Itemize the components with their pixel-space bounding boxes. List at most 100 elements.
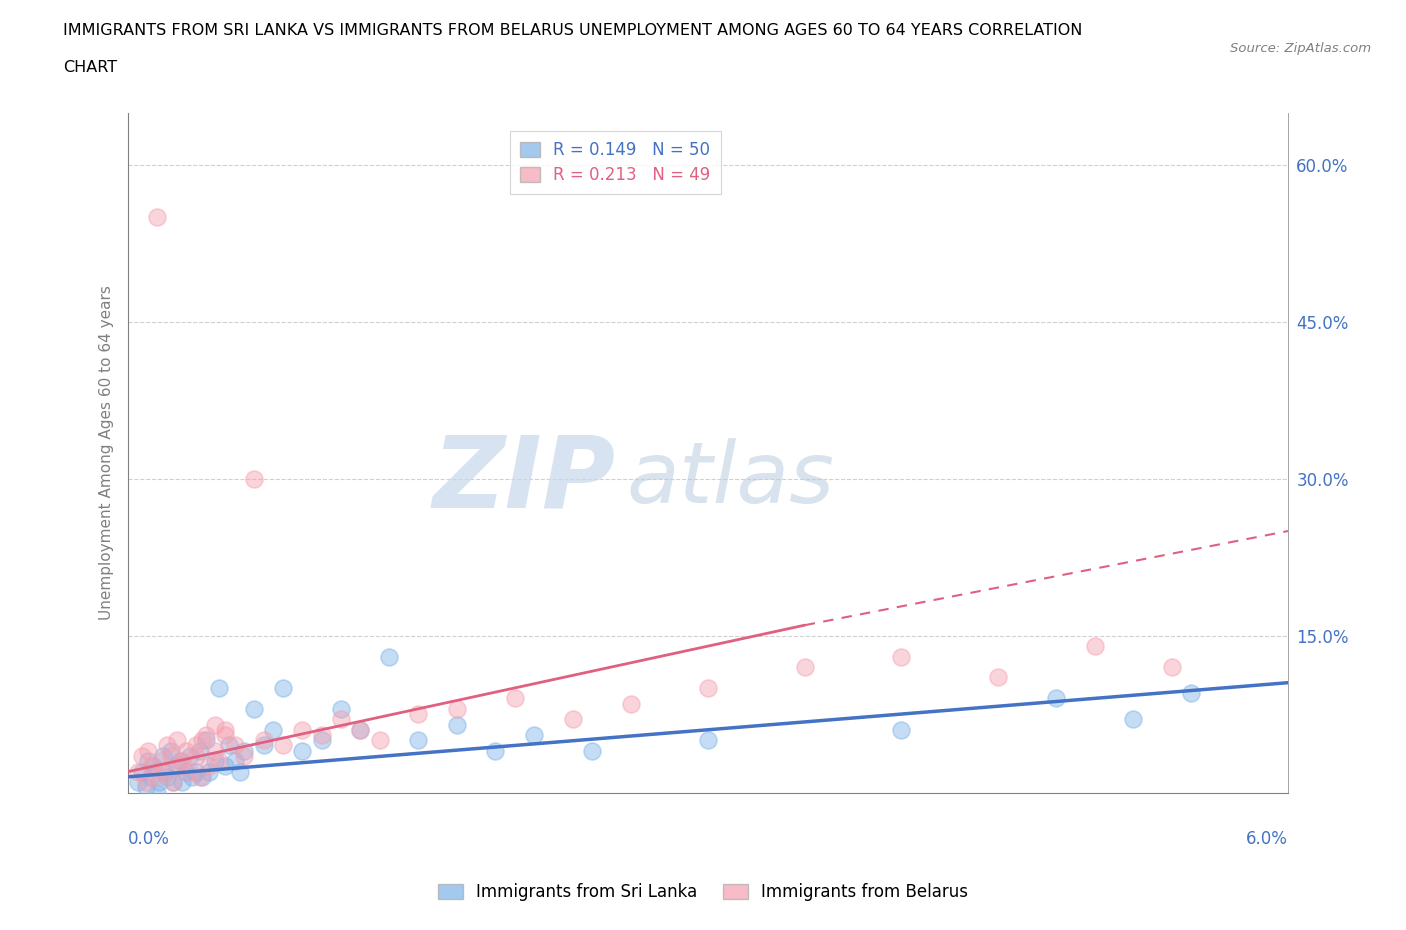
Point bbox=[233, 749, 256, 764]
Text: Source: ZipAtlas.com: Source: ZipAtlas.com bbox=[1230, 42, 1371, 55]
Point bbox=[166, 733, 188, 748]
Legend: R = 0.149   N = 50, R = 0.213   N = 49: R = 0.149 N = 50, R = 0.213 N = 49 bbox=[510, 131, 721, 193]
Point bbox=[204, 753, 226, 768]
Point bbox=[174, 764, 197, 779]
Point bbox=[184, 764, 207, 779]
Point bbox=[162, 775, 184, 790]
Point bbox=[987, 670, 1010, 684]
Point bbox=[890, 649, 912, 664]
Point bbox=[127, 764, 149, 779]
Point bbox=[159, 749, 181, 764]
Point bbox=[127, 775, 149, 790]
Point bbox=[204, 743, 226, 758]
Point bbox=[162, 775, 184, 790]
Point bbox=[252, 738, 274, 753]
Point bbox=[523, 727, 546, 742]
Point bbox=[1084, 639, 1107, 654]
Point bbox=[135, 780, 157, 795]
Legend: Immigrants from Sri Lanka, Immigrants from Belarus: Immigrants from Sri Lanka, Immigrants fr… bbox=[432, 876, 974, 908]
Point bbox=[406, 733, 429, 748]
Point bbox=[484, 743, 506, 758]
Point bbox=[150, 753, 173, 768]
Point bbox=[194, 727, 217, 742]
Point bbox=[311, 733, 333, 748]
Point bbox=[179, 749, 201, 764]
Point bbox=[152, 749, 174, 764]
Point bbox=[179, 764, 201, 779]
Point bbox=[208, 753, 231, 768]
Point bbox=[198, 759, 221, 774]
Text: ZIP: ZIP bbox=[432, 432, 616, 528]
Point bbox=[349, 723, 371, 737]
Point bbox=[218, 738, 240, 753]
Text: CHART: CHART bbox=[63, 60, 117, 75]
Point bbox=[142, 759, 165, 774]
Point bbox=[697, 681, 720, 696]
Text: 6.0%: 6.0% bbox=[1246, 830, 1288, 848]
Point bbox=[188, 769, 211, 784]
Point bbox=[136, 743, 159, 758]
Point bbox=[229, 764, 252, 779]
Point bbox=[204, 717, 226, 732]
Point bbox=[503, 691, 526, 706]
Point bbox=[146, 785, 169, 800]
Point bbox=[233, 743, 256, 758]
Point bbox=[1161, 659, 1184, 674]
Point bbox=[1180, 685, 1202, 700]
Point bbox=[406, 707, 429, 722]
Point bbox=[194, 733, 217, 748]
Point bbox=[262, 723, 284, 737]
Point bbox=[252, 733, 274, 748]
Point bbox=[188, 743, 211, 758]
Point bbox=[291, 723, 314, 737]
Point bbox=[169, 759, 191, 774]
Point bbox=[131, 749, 153, 764]
Point bbox=[143, 769, 166, 784]
Point bbox=[329, 711, 352, 726]
Point bbox=[224, 753, 246, 768]
Text: 0.0%: 0.0% bbox=[128, 830, 170, 848]
Point bbox=[1122, 711, 1144, 726]
Point bbox=[697, 733, 720, 748]
Point bbox=[136, 753, 159, 768]
Point bbox=[198, 764, 221, 779]
Point bbox=[446, 701, 468, 716]
Point bbox=[561, 711, 583, 726]
Text: atlas: atlas bbox=[627, 438, 835, 522]
Point bbox=[208, 681, 231, 696]
Point bbox=[190, 769, 212, 784]
Point bbox=[172, 753, 194, 768]
Point bbox=[214, 727, 236, 742]
Point bbox=[172, 775, 194, 790]
Point bbox=[446, 717, 468, 732]
Point bbox=[291, 743, 314, 758]
Point bbox=[169, 753, 191, 768]
Point bbox=[184, 738, 207, 753]
Point bbox=[620, 697, 643, 711]
Point bbox=[166, 759, 188, 774]
Point bbox=[329, 701, 352, 716]
Point bbox=[148, 775, 170, 790]
Point bbox=[793, 659, 815, 674]
Point bbox=[581, 743, 603, 758]
Y-axis label: Unemployment Among Ages 60 to 64 years: Unemployment Among Ages 60 to 64 years bbox=[100, 286, 114, 620]
Point bbox=[243, 472, 266, 486]
Point bbox=[311, 727, 333, 742]
Point bbox=[156, 738, 179, 753]
Point bbox=[271, 681, 294, 696]
Point bbox=[368, 733, 391, 748]
Point bbox=[214, 759, 236, 774]
Point bbox=[152, 764, 174, 779]
Point bbox=[1045, 691, 1067, 706]
Point bbox=[181, 769, 204, 784]
Point bbox=[190, 733, 212, 748]
Point bbox=[156, 769, 179, 784]
Point bbox=[378, 649, 401, 664]
Text: IMMIGRANTS FROM SRI LANKA VS IMMIGRANTS FROM BELARUS UNEMPLOYMENT AMONG AGES 60 : IMMIGRANTS FROM SRI LANKA VS IMMIGRANTS … bbox=[63, 23, 1083, 38]
Point bbox=[141, 769, 163, 784]
Point bbox=[184, 749, 207, 764]
Point bbox=[174, 743, 197, 758]
Point bbox=[349, 723, 371, 737]
Point bbox=[243, 701, 266, 716]
Point bbox=[153, 764, 176, 779]
